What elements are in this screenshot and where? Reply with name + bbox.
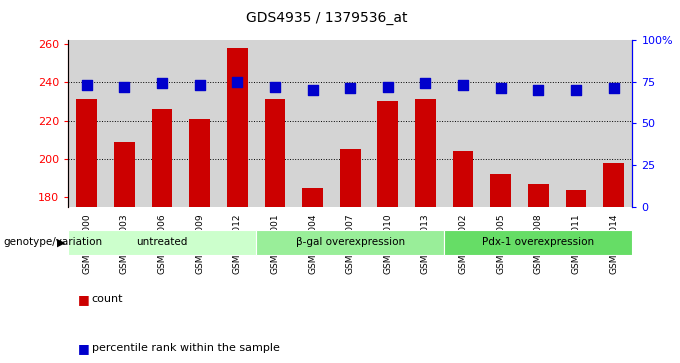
Point: [269, 84, 280, 90]
Bar: [265, 99, 286, 207]
Point: [458, 82, 469, 88]
Bar: [482, 40, 520, 207]
Bar: [407, 40, 444, 207]
Bar: [181, 40, 218, 207]
Bar: [377, 101, 398, 207]
Bar: [76, 99, 97, 207]
Point: [82, 82, 92, 88]
Bar: [490, 174, 511, 207]
Point: [533, 87, 544, 93]
Point: [571, 87, 581, 93]
Bar: [114, 142, 135, 207]
Bar: [520, 40, 557, 207]
Bar: [528, 184, 549, 207]
Bar: [294, 40, 331, 207]
Point: [307, 87, 318, 93]
Bar: [453, 151, 473, 207]
Text: ■: ■: [78, 342, 90, 355]
Bar: [256, 40, 294, 207]
Bar: [227, 48, 248, 207]
Bar: [603, 163, 624, 207]
Point: [382, 84, 393, 90]
Bar: [444, 40, 482, 207]
Bar: [152, 109, 173, 207]
Text: Pdx-1 overexpression: Pdx-1 overexpression: [482, 237, 594, 247]
Text: count: count: [92, 294, 123, 305]
Bar: [256, 230, 444, 254]
Point: [194, 82, 205, 88]
Point: [608, 85, 619, 91]
Text: percentile rank within the sample: percentile rank within the sample: [92, 343, 279, 354]
Text: genotype/variation: genotype/variation: [3, 237, 103, 248]
Bar: [68, 230, 256, 254]
Bar: [331, 40, 369, 207]
Point: [420, 81, 431, 86]
Bar: [68, 40, 105, 207]
Text: β-gal overexpression: β-gal overexpression: [296, 237, 405, 247]
Point: [119, 84, 130, 90]
Text: ■: ■: [78, 293, 90, 306]
Bar: [302, 188, 323, 207]
Text: untreated: untreated: [137, 237, 188, 247]
Bar: [340, 149, 360, 207]
Text: ▶: ▶: [57, 237, 65, 248]
Text: GDS4935 / 1379536_at: GDS4935 / 1379536_at: [245, 11, 407, 25]
Point: [232, 79, 243, 85]
Point: [345, 85, 356, 91]
Bar: [595, 40, 632, 207]
Bar: [557, 40, 595, 207]
Bar: [143, 40, 181, 207]
Bar: [218, 40, 256, 207]
Bar: [105, 40, 143, 207]
Bar: [189, 119, 210, 207]
Bar: [444, 230, 632, 254]
Bar: [369, 40, 407, 207]
Point: [495, 85, 506, 91]
Bar: [566, 189, 586, 207]
Point: [156, 81, 167, 86]
Bar: [415, 99, 436, 207]
